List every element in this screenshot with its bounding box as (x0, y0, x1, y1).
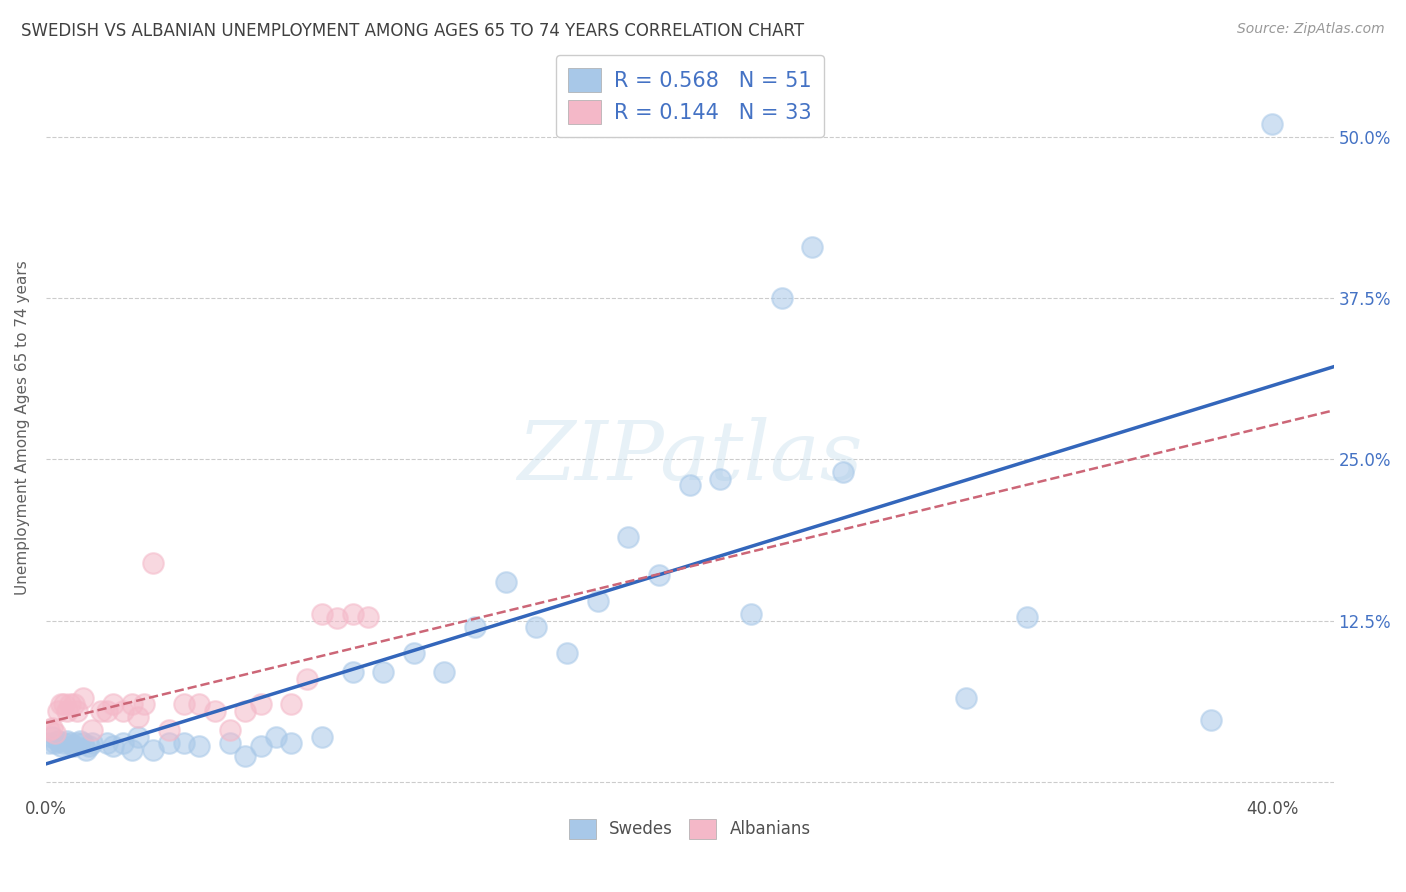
Point (1199, 713, 1222, 727)
Point (740, 607, 762, 622)
Point (80, 736, 103, 750)
Point (142, 742, 165, 756)
Point (280, 698, 302, 712)
Point (66, 704, 89, 718)
Point (157, 723, 180, 738)
Point (59, 736, 82, 750)
Point (121, 698, 143, 712)
Point (586, 594, 609, 608)
Point (233, 749, 256, 764)
Point (80, 723, 103, 738)
Point (249, 698, 271, 712)
Point (38, 723, 60, 738)
Point (1015, 609, 1038, 624)
Point (219, 723, 242, 738)
Point (311, 730, 333, 744)
Point (311, 607, 333, 622)
Text: Source: ZipAtlas.com: Source: ZipAtlas.com (1237, 22, 1385, 37)
Point (96, 736, 118, 750)
Point (132, 698, 155, 712)
Point (44, 736, 66, 750)
Point (56, 733, 79, 747)
Point (464, 620, 486, 634)
Point (77, 739, 100, 753)
Point (62, 698, 84, 712)
Point (38, 736, 60, 750)
Text: SWEDISH VS ALBANIAN UNEMPLOYMENT AMONG AGES 65 TO 74 YEARS CORRELATION CHART: SWEDISH VS ALBANIAN UNEMPLOYMENT AMONG A… (21, 22, 804, 40)
Point (96, 704, 118, 718)
Point (219, 736, 242, 750)
Point (72, 736, 94, 750)
Point (59, 698, 82, 712)
Point (41, 730, 63, 744)
Point (127, 710, 149, 724)
Point (555, 646, 578, 660)
Point (326, 611, 349, 625)
Point (188, 698, 211, 712)
Point (801, 239, 824, 253)
Point (127, 730, 149, 744)
Point (121, 742, 143, 756)
Point (204, 704, 226, 718)
Point (526, 620, 548, 634)
Point (295, 672, 318, 686)
Point (51, 698, 73, 712)
Point (709, 472, 731, 486)
Y-axis label: Unemployment Among Ages 65 to 74 years: Unemployment Among Ages 65 to 74 years (15, 260, 30, 595)
Point (53, 698, 76, 712)
Text: ZIPatlas: ZIPatlas (517, 417, 862, 497)
Point (111, 736, 134, 750)
Point (342, 665, 364, 680)
Point (955, 690, 977, 705)
Point (56, 704, 79, 718)
Point (433, 665, 456, 680)
Point (62, 739, 84, 753)
Point (188, 739, 211, 753)
Point (233, 704, 256, 718)
Point (46, 704, 69, 718)
Point (157, 736, 180, 750)
Point (111, 704, 134, 718)
Point (249, 739, 271, 753)
Point (495, 574, 517, 589)
Point (679, 478, 702, 492)
Point (173, 736, 195, 750)
Point (103, 739, 125, 753)
Point (770, 291, 793, 305)
Point (342, 607, 364, 622)
Point (103, 698, 125, 712)
Point (53, 736, 76, 750)
Point (75, 742, 97, 756)
Point (72, 690, 94, 705)
Point (357, 609, 380, 624)
Point (44, 726, 66, 740)
Point (617, 530, 640, 544)
Point (264, 730, 287, 744)
Point (402, 646, 425, 660)
Point (69, 733, 91, 747)
Point (90, 704, 112, 718)
Point (41, 721, 63, 735)
Point (1261, 117, 1284, 131)
Point (66, 736, 89, 750)
Point (46, 733, 69, 747)
Point (142, 556, 165, 570)
Point (832, 465, 855, 479)
Point (648, 568, 671, 582)
Point (373, 665, 395, 680)
Point (51, 739, 73, 753)
Legend: Swedes, Albanians: Swedes, Albanians (562, 813, 817, 846)
Point (280, 736, 302, 750)
Point (173, 698, 195, 712)
